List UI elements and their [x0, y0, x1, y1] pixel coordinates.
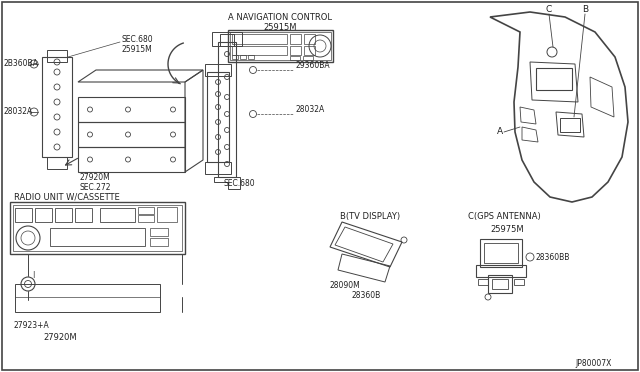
Bar: [304, 46, 315, 55]
Text: 28090M: 28090M: [330, 282, 361, 291]
Bar: [290, 34, 301, 44]
Bar: [290, 56, 300, 60]
Bar: [304, 34, 315, 44]
Text: 25915M: 25915M: [263, 22, 297, 32]
Text: 27920M: 27920M: [43, 333, 77, 341]
Bar: [42, 57, 72, 157]
Text: C(GPS ANTENNA): C(GPS ANTENNA): [468, 212, 541, 221]
Text: B: B: [582, 6, 588, 15]
Bar: [560, 118, 580, 132]
Bar: [232, 46, 287, 55]
Text: 2B360BA: 2B360BA: [4, 60, 39, 68]
Bar: [480, 239, 522, 267]
Bar: [303, 56, 313, 60]
Text: SEC.680: SEC.680: [223, 180, 255, 189]
Bar: [484, 243, 518, 263]
Text: 25975M: 25975M: [490, 224, 524, 234]
Bar: [138, 215, 154, 222]
Text: 27920M: 27920M: [80, 173, 111, 182]
Bar: [212, 32, 242, 46]
Bar: [232, 55, 238, 59]
Text: |: |: [32, 270, 35, 278]
Bar: [157, 207, 177, 222]
Bar: [150, 238, 168, 246]
Bar: [55, 208, 72, 222]
Bar: [230, 32, 331, 60]
Bar: [205, 162, 231, 174]
Bar: [228, 30, 333, 62]
Text: B(TV DISPLAY): B(TV DISPLAY): [340, 212, 400, 221]
Bar: [78, 122, 185, 147]
Bar: [248, 55, 254, 59]
Bar: [150, 228, 168, 236]
Text: 28032A: 28032A: [295, 106, 324, 115]
Bar: [75, 208, 92, 222]
Text: SEC.272: SEC.272: [80, 183, 111, 192]
Text: 28360B: 28360B: [352, 292, 381, 301]
Text: 28360BB: 28360BB: [536, 253, 570, 262]
Bar: [488, 275, 512, 293]
Text: SEC.680: SEC.680: [122, 35, 154, 45]
Bar: [47, 157, 67, 169]
Text: 28032A: 28032A: [4, 108, 33, 116]
Bar: [138, 207, 154, 214]
Text: 27923+A: 27923+A: [14, 321, 50, 330]
Bar: [50, 228, 145, 246]
Bar: [35, 208, 52, 222]
Bar: [13, 205, 182, 251]
Bar: [47, 50, 67, 62]
Bar: [205, 64, 231, 76]
Bar: [232, 34, 287, 44]
Text: A: A: [497, 128, 503, 137]
Text: JP80007X: JP80007X: [575, 359, 611, 369]
Bar: [536, 68, 572, 90]
Bar: [100, 208, 135, 222]
Bar: [10, 202, 185, 254]
Text: 25915M: 25915M: [122, 45, 153, 55]
Bar: [78, 97, 185, 122]
Bar: [15, 284, 160, 312]
Bar: [78, 147, 185, 172]
Bar: [514, 279, 524, 285]
Bar: [218, 42, 236, 177]
Bar: [15, 208, 32, 222]
Bar: [492, 279, 508, 289]
Bar: [290, 46, 301, 55]
Bar: [476, 265, 526, 277]
Bar: [240, 55, 246, 59]
Bar: [207, 72, 229, 162]
Text: C: C: [546, 6, 552, 15]
Text: A NAVIGATION CONTROL: A NAVIGATION CONTROL: [228, 13, 332, 22]
Bar: [478, 279, 488, 285]
Text: RADIO UNIT W/CASSETTE: RADIO UNIT W/CASSETTE: [14, 192, 120, 202]
Text: 29360BA: 29360BA: [295, 61, 330, 71]
